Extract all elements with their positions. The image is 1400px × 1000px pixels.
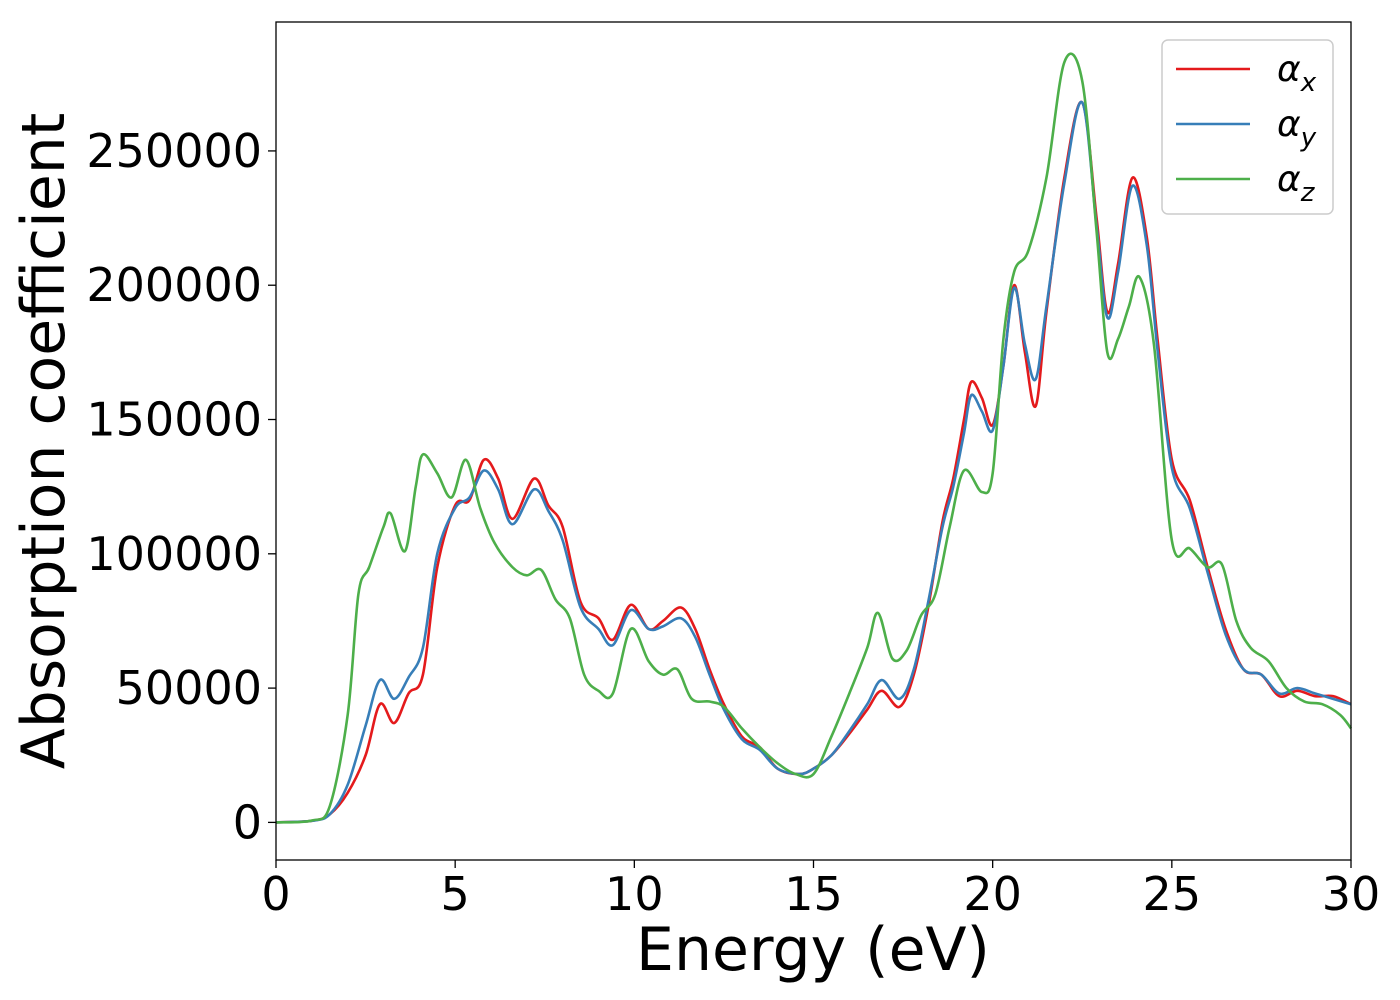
y-ticks: 0 50000 100000 150000 200000 250000 xyxy=(86,124,276,849)
y-tick-label: 250000 xyxy=(86,124,262,178)
legend-label-z: αz xyxy=(1277,159,1316,208)
legend-label-y: αy xyxy=(1277,104,1317,153)
x-axis-title: Energy (eV) xyxy=(636,915,990,985)
y-axis-title: Absorption coefficient xyxy=(9,113,79,770)
x-tick-label: 5 xyxy=(441,867,470,921)
x-ticks: 0 5 10 15 20 25 30 xyxy=(261,860,1380,921)
x-tick-label: 10 xyxy=(605,867,664,921)
series-layer xyxy=(275,52,1353,824)
x-tick-label: 15 xyxy=(784,867,843,921)
legend: αx αy αz xyxy=(1161,39,1334,215)
x-tick-label: 0 xyxy=(261,867,290,921)
x-tick-label: 25 xyxy=(1143,867,1202,921)
y-tick-label: 150000 xyxy=(86,393,262,447)
series-line-y xyxy=(275,100,1352,824)
y-tick-label: 50000 xyxy=(116,661,262,715)
y-tick-label: 200000 xyxy=(86,258,262,312)
legend-box xyxy=(1161,39,1334,215)
y-tick-label: 100000 xyxy=(86,527,262,581)
x-tick-label: 20 xyxy=(963,867,1022,921)
y-tick-label: 0 xyxy=(233,795,262,849)
series-line-z xyxy=(275,52,1353,824)
x-tick-label: 30 xyxy=(1322,867,1381,921)
legend-label-x: αx xyxy=(1277,49,1317,98)
